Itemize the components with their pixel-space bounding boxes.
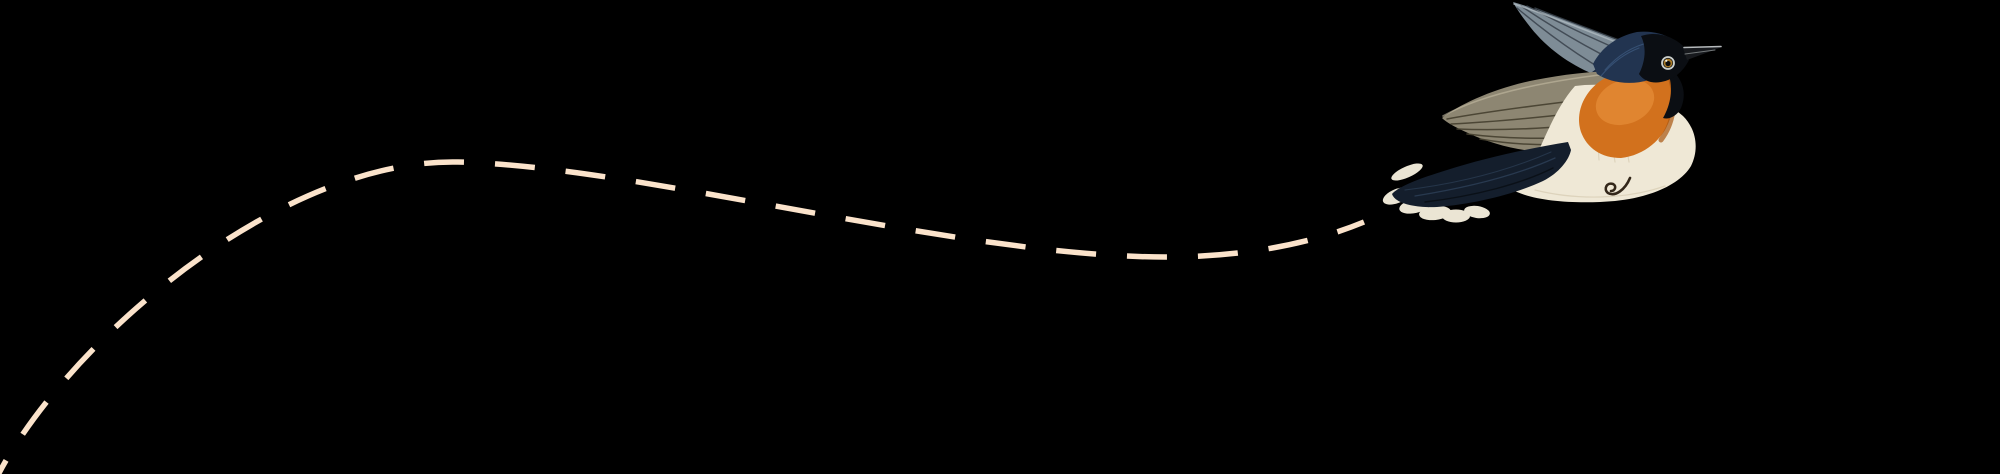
bird-foot [1604,176,1632,196]
eye-glint [1665,59,1668,62]
eye-ring [1661,56,1675,70]
dashed-flight-path [0,159,1366,474]
bird-eye [1661,56,1675,70]
belly-shadow-arc [1534,185,1666,198]
bird-throat-highlight [1595,78,1655,126]
swallow-bird-illustration [1382,2,1722,223]
eye-pupil [1665,60,1671,67]
sheen-streak [1600,47,1640,77]
bird-neck-patch [1663,70,1684,119]
tail-sheen-streak [1414,157,1556,197]
beak-gape-line [1684,49,1716,55]
beak-top-ridge [1683,45,1722,49]
tail-white-tip [1464,205,1490,219]
bird-tail [1392,142,1571,208]
bird-tail-feather-streaks [1404,151,1556,203]
bird-beak [1683,45,1722,60]
tail-dark-streak [1424,167,1554,203]
tail-white-tip [1442,209,1470,223]
tail-white-leading-edge [1391,163,1423,181]
tail-sheen-streak [1404,151,1552,191]
bird-far-wing-top-edge [1442,71,1626,117]
